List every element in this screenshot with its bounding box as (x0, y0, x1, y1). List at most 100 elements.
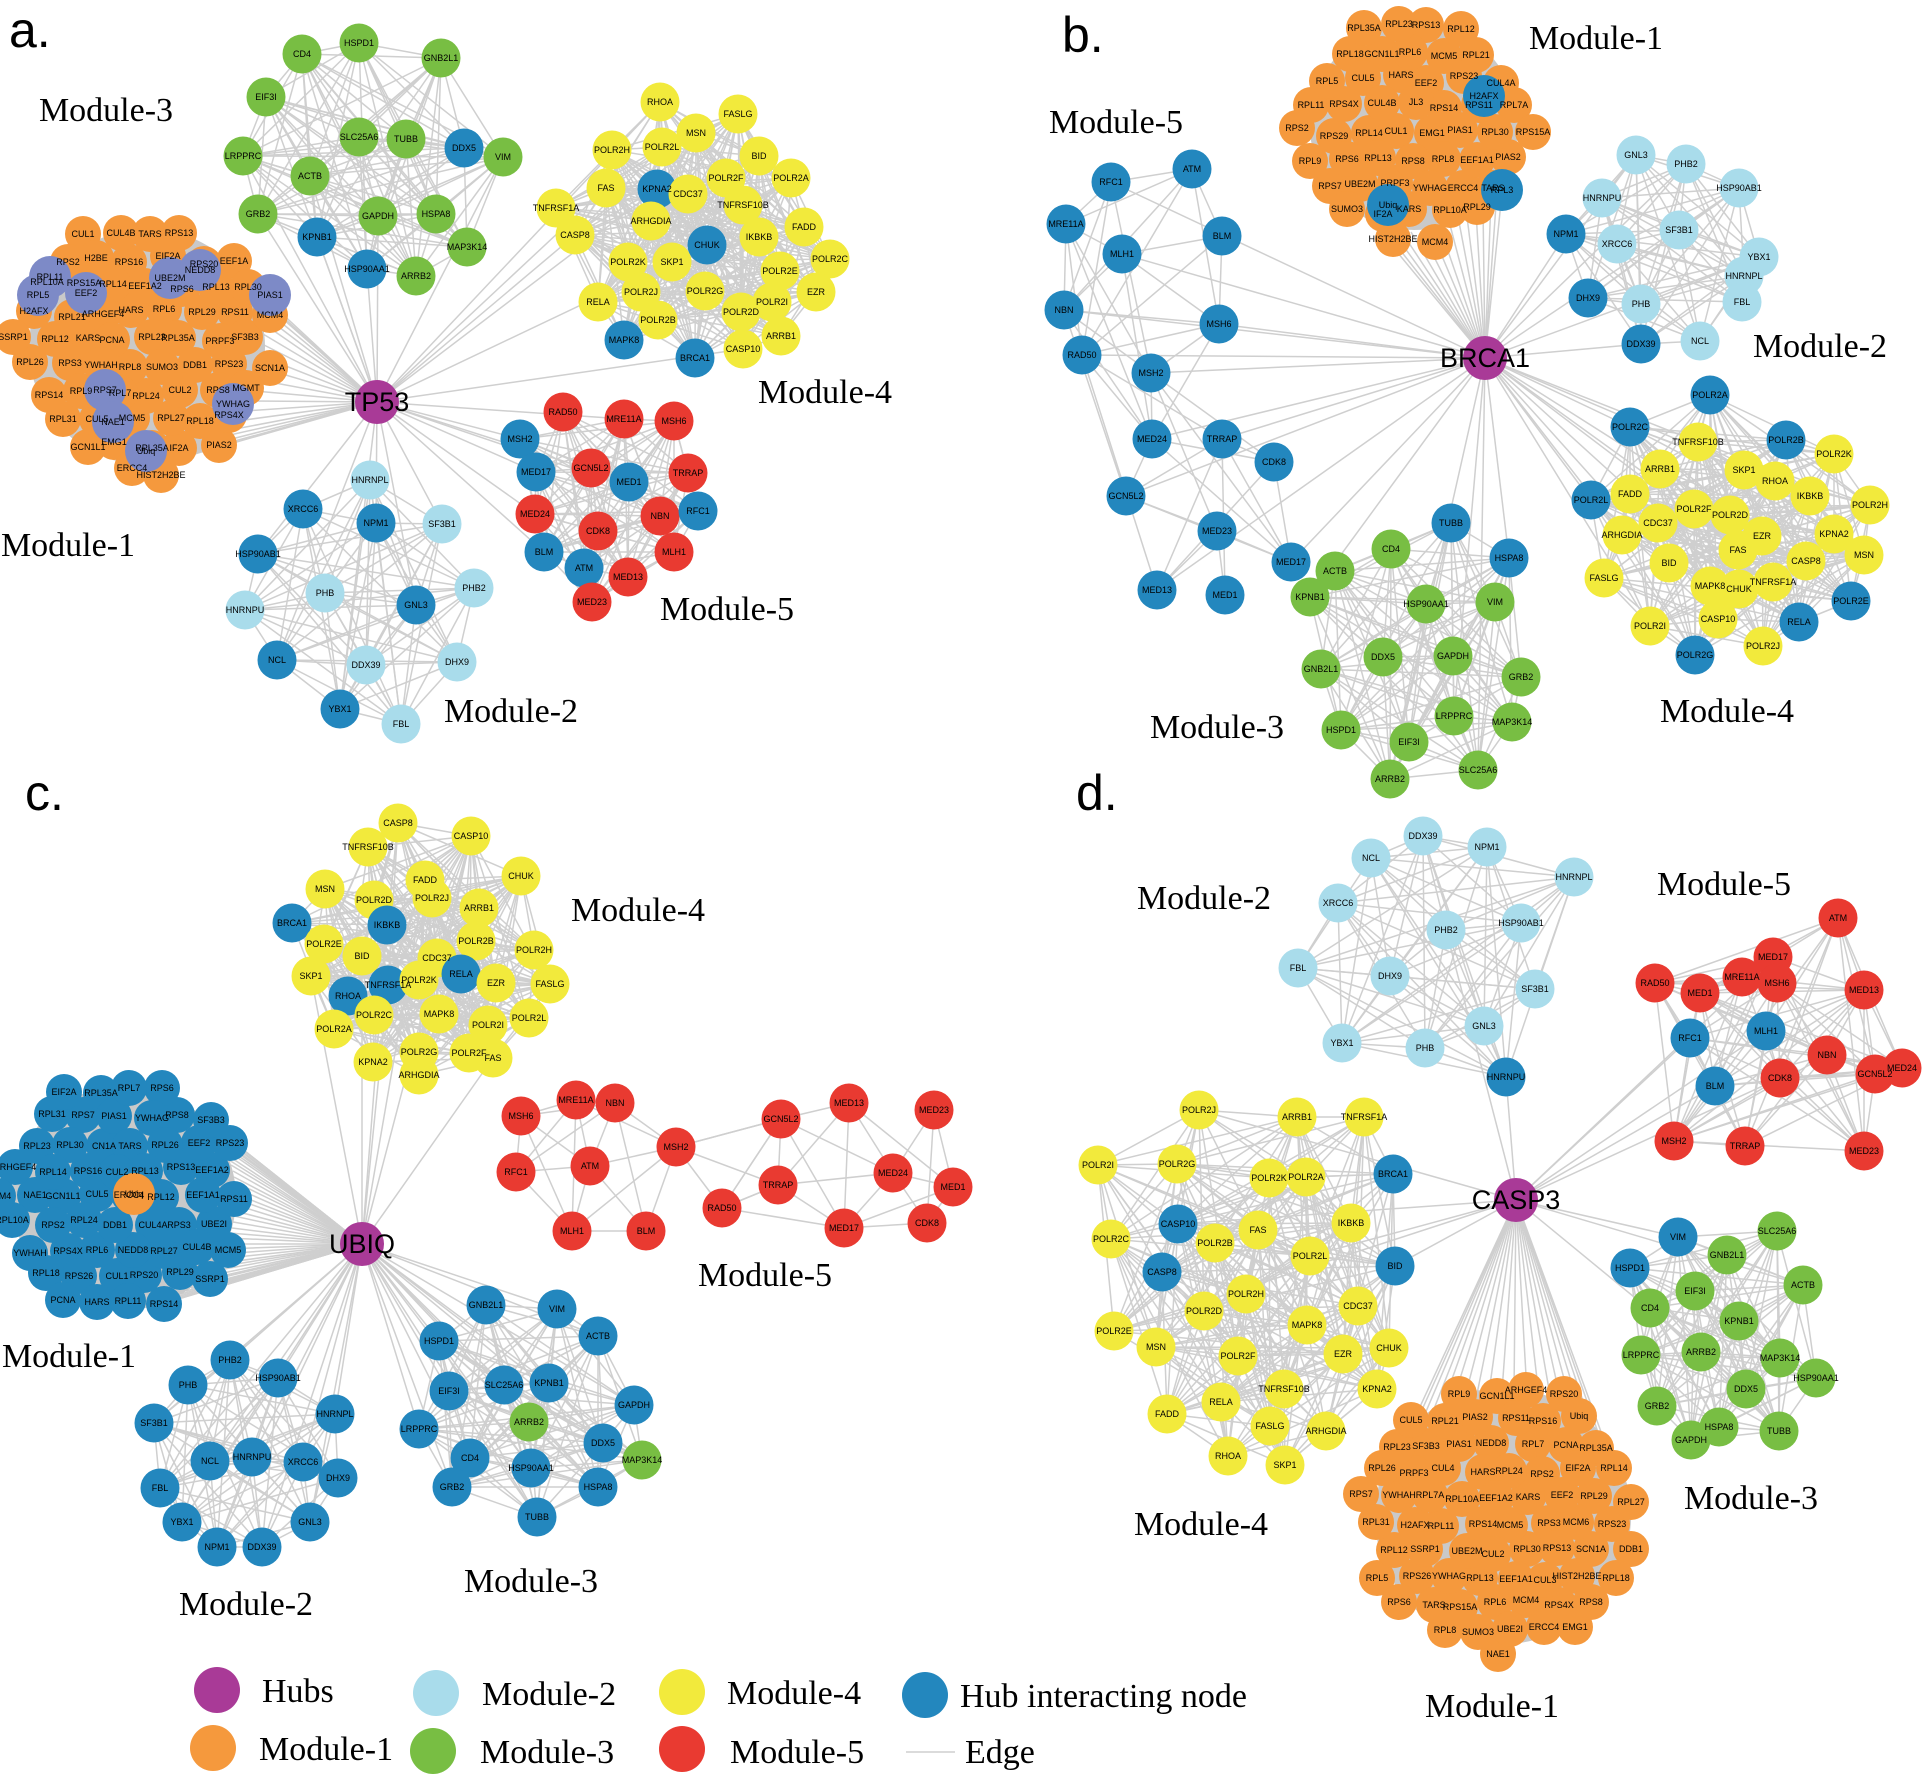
svg-text:EEF2: EEF2 (1551, 1490, 1574, 1500)
svg-text:RPL24: RPL24 (132, 391, 160, 401)
svg-text:FADD: FADD (1618, 489, 1643, 499)
svg-text:RPS6: RPS6 (150, 1083, 174, 1093)
svg-text:IKBKB: IKBKB (1338, 1218, 1365, 1228)
svg-text:MSH2: MSH2 (1138, 368, 1163, 378)
svg-text:FASLG: FASLG (1255, 1421, 1284, 1431)
svg-text:GRB2: GRB2 (440, 1482, 465, 1492)
svg-text:RPL26: RPL26 (1368, 1463, 1396, 1473)
svg-text:HNRNPU: HNRNPU (1487, 1072, 1526, 1082)
svg-text:RPL7: RPL7 (118, 1083, 141, 1093)
svg-text:CUL4A: CUL4A (1486, 78, 1515, 88)
svg-text:MSN: MSN (315, 884, 335, 894)
svg-text:RPL23: RPL23 (138, 332, 166, 342)
svg-text:POLR2J: POLR2J (415, 893, 449, 903)
svg-text:MSH6: MSH6 (1206, 319, 1231, 329)
svg-text:HSP90AA1: HSP90AA1 (344, 264, 390, 274)
svg-text:IKBKB: IKBKB (374, 920, 401, 930)
svg-text:RPS8: RPS8 (206, 385, 230, 395)
svg-text:RPL10A: RPL10A (30, 277, 64, 287)
svg-text:RPS15A: RPS15A (1443, 1602, 1478, 1612)
svg-text:NBN: NBN (650, 511, 669, 521)
svg-text:HSPA8: HSPA8 (584, 1482, 613, 1492)
svg-text:RELA: RELA (1209, 1397, 1233, 1407)
svg-text:BLM: BLM (1213, 231, 1232, 241)
svg-text:EIF2A: EIF2A (1565, 1463, 1590, 1473)
svg-text:IF2A: IF2A (1373, 209, 1392, 219)
svg-text:TARS: TARS (138, 229, 161, 239)
svg-text:HSPD1: HSPD1 (1615, 1263, 1645, 1273)
svg-text:PIAS1: PIAS1 (1446, 1439, 1472, 1449)
svg-text:SLC25A6: SLC25A6 (1758, 1226, 1797, 1236)
svg-text:FADD: FADD (413, 875, 438, 885)
svg-text:RPL10A: RPL10A (1433, 205, 1467, 215)
svg-text:CDK8: CDK8 (915, 1218, 939, 1228)
svg-text:RPL5: RPL5 (27, 290, 50, 300)
svg-text:KPNB1: KPNB1 (534, 1378, 564, 1388)
svg-text:HSPA8: HSPA8 (1705, 1422, 1734, 1432)
svg-text:RPS14: RPS14 (1469, 1519, 1498, 1529)
svg-text:KARS: KARS (76, 333, 101, 343)
svg-text:SLC25A6: SLC25A6 (1459, 765, 1498, 775)
svg-text:YWHAH: YWHAH (84, 360, 118, 370)
svg-text:RPS8: RPS8 (1401, 156, 1425, 166)
svg-text:RPL5: RPL5 (1366, 1573, 1389, 1583)
svg-text:ACTB: ACTB (298, 171, 322, 181)
svg-text:TNFRSF1A: TNFRSF1A (1341, 1112, 1388, 1122)
svg-text:FBL: FBL (1734, 297, 1751, 307)
svg-text:HARS: HARS (1388, 70, 1413, 80)
svg-text:SUMO3: SUMO3 (1331, 204, 1363, 214)
svg-text:POLR2E: POLR2E (762, 266, 798, 276)
svg-text:NAE1: NAE1 (1486, 1649, 1510, 1659)
svg-text:POLR2J: POLR2J (624, 287, 658, 297)
svg-text:Module-4: Module-4 (727, 1675, 861, 1712)
svg-text:POLR2G: POLR2G (687, 286, 724, 296)
svg-text:RPL26: RPL26 (16, 357, 44, 367)
svg-text:MCM5: MCM5 (119, 413, 146, 423)
svg-text:MED23: MED23 (1202, 526, 1232, 536)
svg-text:Module-3: Module-3 (1684, 1480, 1818, 1517)
svg-text:HSP90AB1: HSP90AB1 (255, 1373, 301, 1383)
svg-text:TUBB: TUBB (394, 134, 418, 144)
svg-text:ARHGDIA: ARHGDIA (398, 1070, 439, 1080)
svg-text:RPS16: RPS16 (74, 1166, 103, 1176)
svg-text:MED24: MED24 (520, 509, 550, 519)
svg-text:PHB: PHB (316, 588, 335, 598)
svg-text:MED24: MED24 (878, 1168, 908, 1178)
svg-text:HSP90AB1: HSP90AB1 (1498, 918, 1544, 928)
svg-text:CHUK: CHUK (508, 871, 534, 881)
svg-text:MED13: MED13 (613, 572, 643, 582)
svg-text:EEF2: EEF2 (1415, 78, 1438, 88)
svg-text:RPL24: RPL24 (1495, 1466, 1523, 1476)
svg-text:YBX1: YBX1 (170, 1517, 193, 1527)
svg-text:RPL7: RPL7 (109, 388, 132, 398)
svg-text:PHB2: PHB2 (1434, 925, 1458, 935)
svg-text:ARRB2: ARRB2 (514, 1417, 544, 1427)
svg-text:RPS2: RPS2 (1530, 1469, 1554, 1479)
svg-text:DDX39: DDX39 (1408, 831, 1437, 841)
svg-text:RPL7A: RPL7A (1500, 100, 1529, 110)
svg-text:POLR2H: POLR2H (594, 145, 630, 155)
svg-text:IKBKB: IKBKB (746, 232, 773, 242)
svg-text:EEF2: EEF2 (75, 288, 98, 298)
svg-text:RPL9: RPL9 (70, 386, 93, 396)
svg-text:RPL27: RPL27 (1617, 1497, 1645, 1507)
svg-text:RPL13: RPL13 (131, 1166, 159, 1176)
svg-text:RPS3: RPS3 (58, 358, 82, 368)
svg-text:ERCC4: ERCC4 (1448, 183, 1479, 193)
svg-text:RPS15A: RPS15A (67, 278, 102, 288)
svg-text:Module-1: Module-1 (1529, 20, 1663, 57)
svg-text:POLR2K: POLR2K (610, 257, 646, 267)
svg-text:Module-1: Module-1 (2, 1338, 136, 1375)
svg-text:RPL11: RPL11 (37, 272, 64, 282)
svg-text:EEF1A: EEF1A (220, 256, 249, 266)
svg-text:MCM4: MCM4 (257, 310, 284, 320)
svg-text:POLR2C: POLR2C (812, 254, 849, 264)
svg-text:RHOA: RHOA (1762, 476, 1788, 486)
svg-text:VIM: VIM (495, 152, 511, 162)
svg-text:PIAS1: PIAS1 (101, 1111, 127, 1121)
svg-text:TNFRSF1A: TNFRSF1A (1750, 577, 1797, 587)
svg-text:ARHGEF4: ARHGEF4 (82, 309, 125, 319)
svg-text:VIM: VIM (1670, 1232, 1686, 1242)
svg-text:MAP3K14: MAP3K14 (1760, 1353, 1801, 1363)
svg-text:RPS29: RPS29 (1320, 131, 1349, 141)
